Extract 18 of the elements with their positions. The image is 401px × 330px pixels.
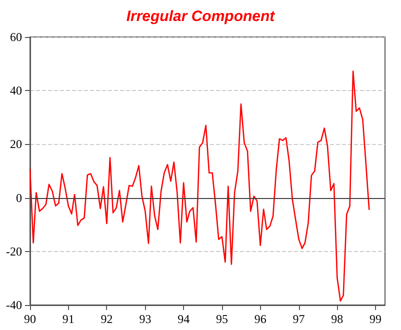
x-tick-label: 94: [178, 312, 190, 326]
x-tick-label: 92: [100, 312, 113, 326]
y-tick-label: -20: [6, 244, 22, 258]
x-tick-label: 93: [139, 312, 152, 326]
y-tick-label: 60: [10, 30, 22, 44]
y-tick-label: 40: [10, 84, 22, 98]
x-tick-label: 98: [331, 312, 344, 326]
y-tick-label: 20: [10, 137, 22, 152]
y-tick-label: -40: [6, 298, 22, 312]
x-tick-label: 97: [292, 312, 305, 326]
chart-title: Irregular Component: [126, 8, 276, 25]
y-tick-label: 0: [16, 190, 22, 205]
x-tick-label: 96: [254, 312, 266, 326]
line-series: [29, 70, 370, 302]
x-tick-label: 95: [216, 312, 228, 326]
x-tick-label: 91: [62, 312, 74, 326]
x-tick-label: 99: [370, 312, 382, 326]
x-tick-label: 90: [24, 312, 36, 326]
